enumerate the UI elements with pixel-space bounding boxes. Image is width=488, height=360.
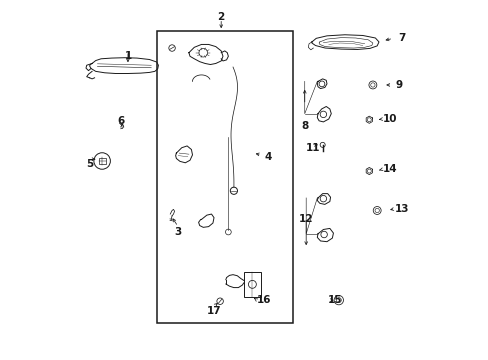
Bar: [156, 31, 292, 323]
Text: 15: 15: [327, 295, 342, 305]
Text: 12: 12: [298, 215, 313, 224]
Text: 17: 17: [206, 306, 221, 316]
Text: 1: 1: [124, 51, 131, 61]
Text: 14: 14: [382, 164, 396, 174]
Text: 10: 10: [382, 114, 396, 124]
Text: 3: 3: [174, 227, 182, 237]
Text: 11: 11: [305, 143, 319, 153]
Text: 4: 4: [264, 152, 271, 162]
Text: 7: 7: [398, 33, 405, 43]
Bar: [244, 272, 261, 297]
Text: 5: 5: [86, 159, 93, 169]
Bar: [99, 158, 105, 164]
Text: 13: 13: [394, 204, 409, 214]
Text: 8: 8: [301, 121, 308, 131]
Text: 9: 9: [394, 80, 402, 90]
Text: 6: 6: [117, 116, 124, 126]
Text: 16: 16: [257, 295, 271, 305]
Text: 2: 2: [217, 12, 224, 22]
